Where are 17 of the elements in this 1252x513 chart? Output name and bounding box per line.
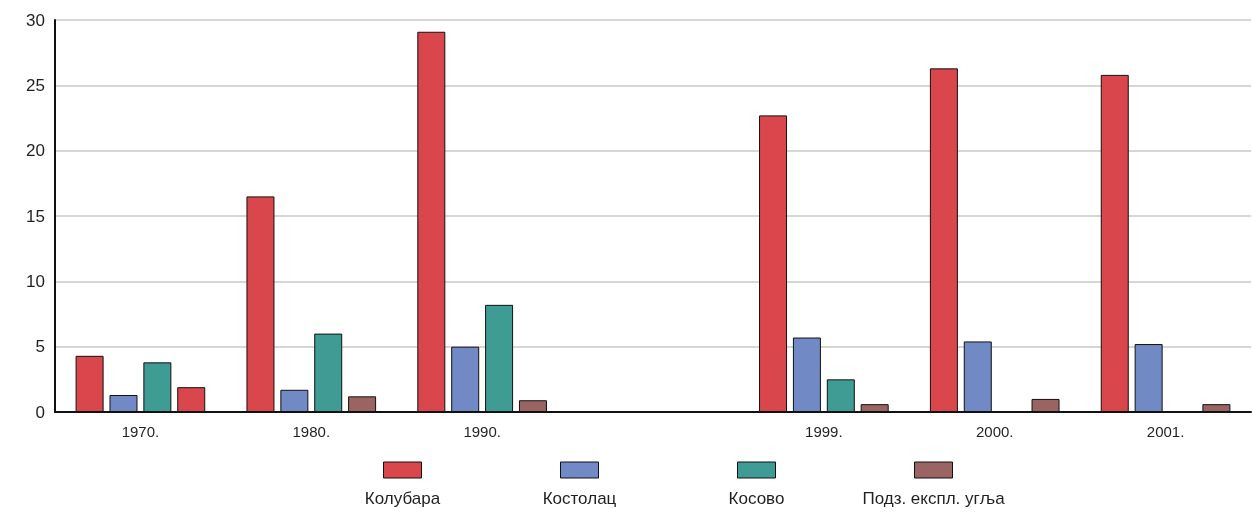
x-tick-label: 1970. bbox=[121, 423, 160, 440]
legend-label: Косово bbox=[728, 489, 785, 508]
y-tick-label: 15 bbox=[26, 206, 45, 226]
legend-label: Подз. експл. угља bbox=[862, 489, 1006, 508]
x-tick-label: 2000. bbox=[975, 423, 1014, 440]
y-tick-label: 0 bbox=[35, 402, 45, 422]
x-tick-label: 1980. bbox=[292, 423, 331, 440]
legend-label: Костолац bbox=[542, 489, 617, 508]
y-tick-label: 5 bbox=[35, 337, 45, 357]
x-tick-label: 2001. bbox=[1146, 423, 1185, 440]
y-tick-label: 25 bbox=[26, 75, 45, 95]
y-tick-label: 30 bbox=[26, 10, 45, 30]
y-tick-label: 10 bbox=[26, 271, 45, 291]
legend-label: Колубара bbox=[364, 489, 441, 508]
y-tick-label: 20 bbox=[26, 141, 45, 161]
x-tick-label: 1990. bbox=[463, 423, 501, 440]
x-tick-label: 1999. bbox=[805, 423, 843, 440]
